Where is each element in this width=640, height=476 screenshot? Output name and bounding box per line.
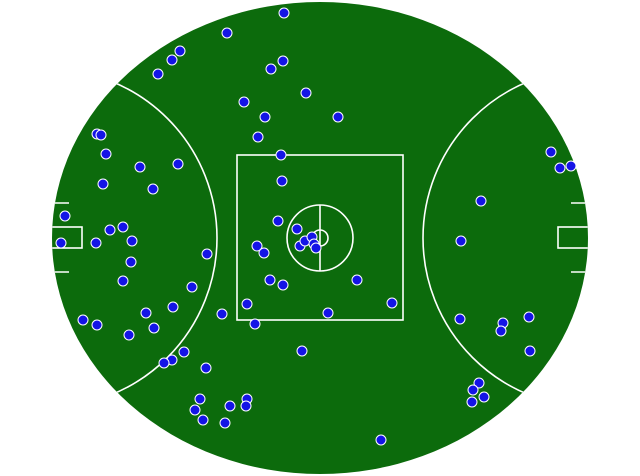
point (221, 27, 233, 39)
point (466, 396, 478, 408)
point (554, 162, 566, 174)
point (219, 417, 231, 429)
point (200, 362, 212, 374)
point (91, 319, 103, 331)
point (467, 384, 479, 396)
point (59, 210, 71, 222)
point (55, 237, 67, 249)
point (259, 111, 271, 123)
point (495, 325, 507, 337)
point (125, 256, 137, 268)
point (147, 183, 159, 195)
point (148, 322, 160, 334)
point (100, 148, 112, 160)
point (240, 400, 252, 412)
point (249, 318, 261, 330)
points (55, 7, 577, 446)
point (386, 297, 398, 309)
point (158, 357, 170, 369)
point (224, 400, 236, 412)
point (278, 7, 290, 19)
point (277, 279, 289, 291)
arc-right (422, 68, 588, 408)
point (322, 307, 334, 319)
point (264, 274, 276, 286)
point (252, 131, 264, 143)
point (216, 308, 228, 320)
point (523, 311, 535, 323)
point (77, 314, 89, 326)
point (300, 87, 312, 99)
point (565, 160, 577, 172)
point (276, 175, 288, 187)
point (351, 274, 363, 286)
point (455, 235, 467, 247)
point (194, 393, 206, 405)
point (296, 345, 308, 357)
point (104, 224, 116, 236)
point (197, 414, 209, 426)
point (117, 275, 129, 287)
point (95, 129, 107, 141)
point (251, 240, 263, 252)
arc-left (52, 68, 218, 408)
point (454, 313, 466, 325)
point (140, 307, 152, 319)
point (478, 391, 490, 403)
point (152, 68, 164, 80)
point (473, 377, 485, 389)
point (524, 345, 536, 357)
point (258, 247, 270, 259)
point (310, 242, 322, 254)
point (238, 96, 250, 108)
point (241, 298, 253, 310)
point (90, 237, 102, 249)
goal-square-right (557, 226, 588, 249)
point (189, 404, 201, 416)
point (97, 178, 109, 190)
point (172, 158, 184, 170)
point (265, 63, 277, 75)
point (134, 161, 146, 173)
point (117, 221, 129, 233)
point (178, 346, 190, 358)
point (475, 195, 487, 207)
point (545, 146, 557, 158)
point (277, 55, 289, 67)
centre-square (236, 154, 404, 321)
point (272, 215, 284, 227)
point (126, 235, 138, 247)
point (275, 149, 287, 161)
point (123, 329, 135, 341)
point (332, 111, 344, 123)
point (186, 281, 198, 293)
point (167, 301, 179, 313)
point (291, 223, 303, 235)
point (166, 54, 178, 66)
point (201, 248, 213, 260)
point (375, 434, 387, 446)
point (174, 45, 186, 57)
